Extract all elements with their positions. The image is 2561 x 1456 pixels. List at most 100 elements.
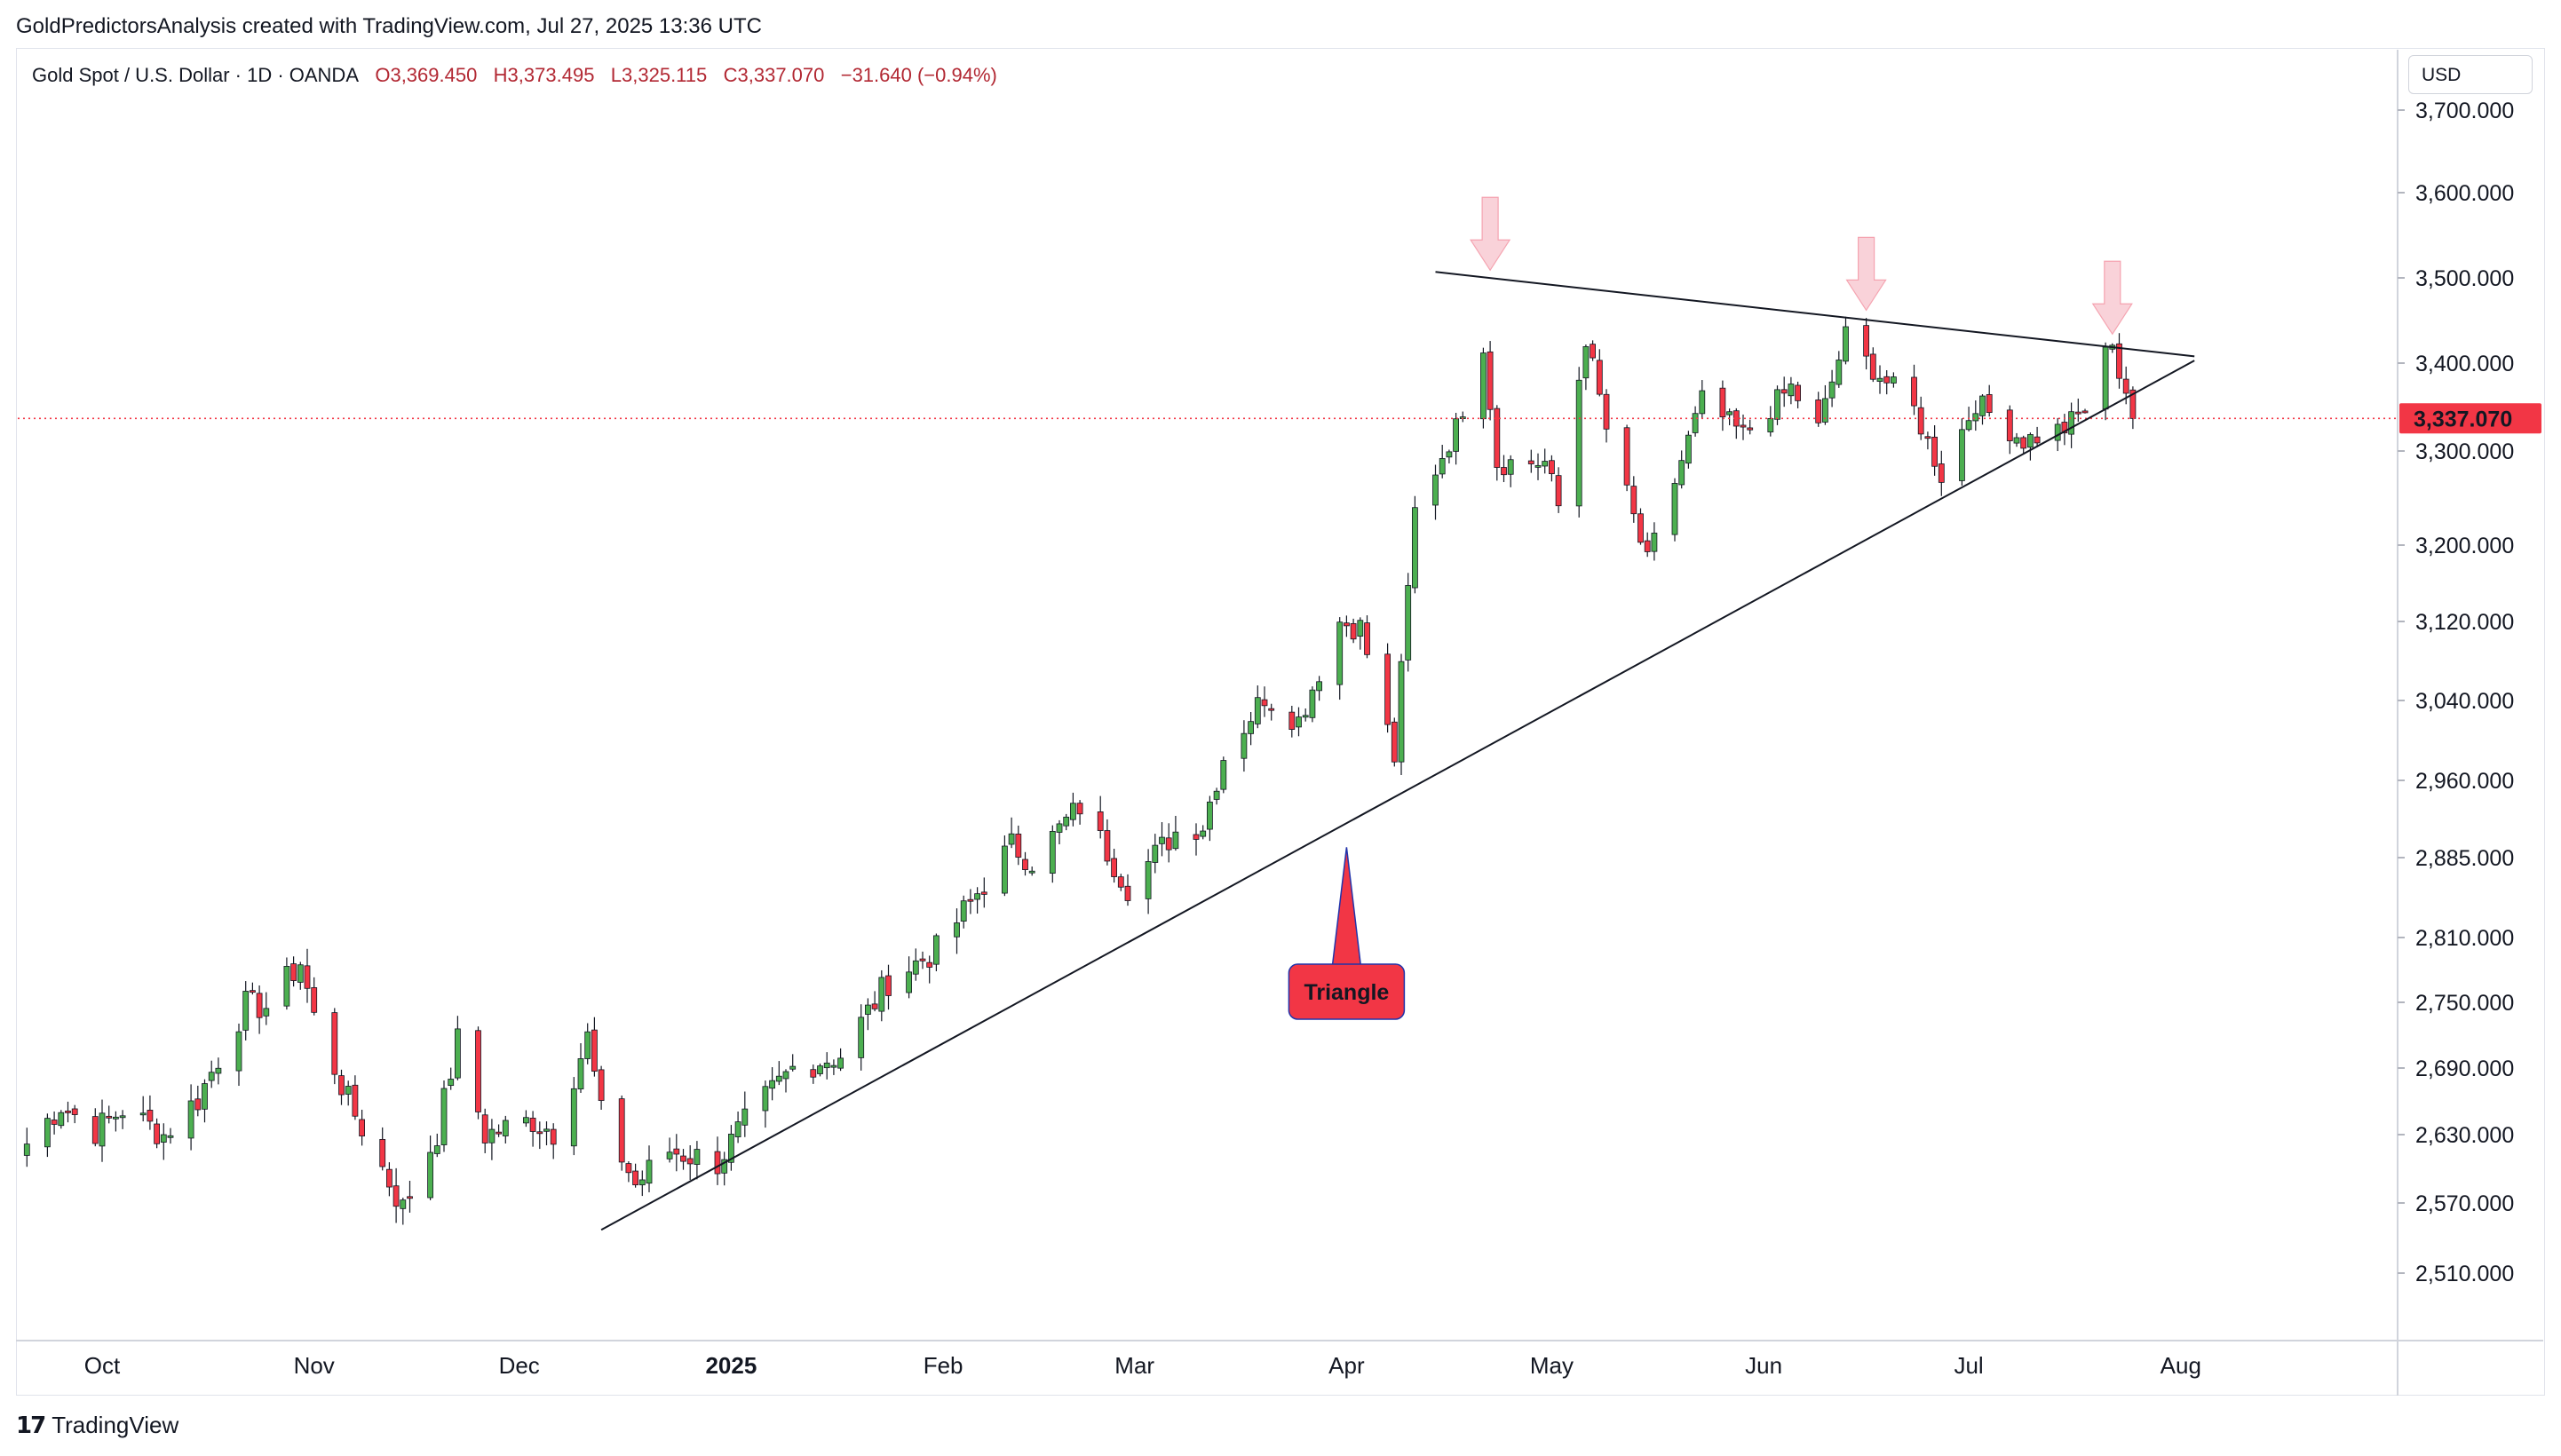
candle-up[interactable] — [1056, 823, 1063, 833]
candle-up[interactable] — [865, 1004, 871, 1015]
candle-down[interactable] — [1022, 859, 1028, 870]
candle-down[interactable] — [2122, 378, 2129, 394]
candle-up[interactable] — [1070, 803, 1076, 820]
candle-up[interactable] — [119, 1115, 126, 1119]
candle-down[interactable] — [529, 1117, 536, 1132]
candle-down[interactable] — [290, 963, 297, 981]
down-arrow-icon[interactable] — [2091, 260, 2133, 336]
annotation-box[interactable] — [1288, 963, 1406, 1020]
candle-up[interactable] — [1200, 830, 1207, 837]
candle-up[interactable] — [297, 964, 304, 983]
candle-down[interactable] — [1596, 360, 1603, 395]
candle-up[interactable] — [1316, 681, 1322, 692]
candle-down[interactable] — [249, 990, 256, 993]
candle-up[interactable] — [448, 1079, 455, 1087]
candle-down[interactable] — [1104, 830, 1111, 862]
down-arrow-icon[interactable] — [1845, 236, 1887, 312]
candle-down[interactable] — [331, 1012, 338, 1075]
candle-up[interactable] — [1507, 459, 1514, 475]
candle-down[interactable] — [1261, 699, 1268, 707]
candle-up[interactable] — [58, 1112, 65, 1127]
trendline-resistance[interactable] — [1435, 271, 2195, 358]
candle-up[interactable] — [1398, 661, 1405, 763]
candle-down[interactable] — [1637, 513, 1644, 543]
candle-up[interactable] — [954, 922, 960, 938]
candle-up[interactable] — [1958, 429, 1965, 481]
candle-down[interactable] — [2034, 436, 2041, 444]
candle-down[interactable] — [686, 1158, 694, 1165]
candle-up[interactable] — [1002, 845, 1008, 894]
candle-up[interactable] — [167, 1135, 174, 1138]
candle-down[interactable] — [1097, 811, 1104, 831]
candle-up[interactable] — [837, 1057, 844, 1069]
candle-down[interactable] — [1630, 486, 1637, 515]
candle-down[interactable] — [680, 1155, 686, 1162]
candle-up[interactable] — [1979, 395, 1986, 416]
candle-down[interactable] — [1527, 460, 1534, 464]
candle-down[interactable] — [2020, 437, 2027, 449]
candle-down[interactable] — [352, 1084, 359, 1117]
candle-down[interactable] — [338, 1075, 345, 1096]
candle-up[interactable] — [1534, 464, 1542, 468]
candle-down[interactable] — [1911, 376, 1917, 407]
candle-up[interactable] — [1671, 483, 1678, 535]
candle-up[interactable] — [202, 1083, 208, 1110]
candle-up[interactable] — [638, 1179, 646, 1186]
candle-up[interactable] — [208, 1072, 215, 1081]
candle-down[interactable] — [1863, 325, 1870, 357]
candle-down[interactable] — [1623, 427, 1630, 486]
candle-up[interactable] — [523, 1117, 529, 1124]
candle-down[interactable] — [154, 1123, 161, 1144]
price-chart[interactable]: 3,700.000 3,600.000 3,500.000 3,400.000 3,30… — [0, 0, 2561, 1403]
candle-down[interactable] — [550, 1128, 557, 1145]
candle-up[interactable] — [960, 900, 967, 922]
candle-up[interactable] — [1821, 398, 1828, 423]
candle-down[interactable] — [1288, 711, 1296, 730]
candle-up[interactable] — [44, 1118, 51, 1148]
candle-up[interactable] — [242, 991, 250, 1031]
candle-down[interactable] — [106, 1115, 113, 1119]
candle-up[interactable] — [1152, 844, 1159, 863]
candle-down[interactable] — [311, 987, 318, 1013]
candle-up[interactable] — [1542, 461, 1549, 467]
candle-down[interactable] — [147, 1110, 154, 1122]
candle-down[interactable] — [359, 1119, 366, 1136]
candle-up[interactable] — [235, 1031, 242, 1072]
candle-down[interactable] — [871, 1003, 878, 1009]
trendline-support[interactable] — [600, 360, 2195, 1231]
candle-down[interactable] — [1555, 475, 1562, 507]
candle-up[interactable] — [345, 1086, 352, 1095]
candle-up[interactable] — [1357, 620, 1364, 637]
candle-up[interactable] — [2054, 423, 2061, 441]
candle-down[interactable] — [673, 1148, 680, 1155]
candle-down[interactable] — [1815, 400, 1822, 423]
candle-up[interactable] — [1248, 721, 1254, 734]
candle-up[interactable] — [1876, 377, 1883, 382]
candle-up[interactable] — [775, 1075, 782, 1082]
candle-up[interactable] — [23, 1143, 30, 1156]
candle-down[interactable] — [304, 965, 311, 989]
candle-down[interactable] — [91, 1116, 99, 1144]
candle-up[interactable] — [2102, 346, 2109, 410]
candle-down[interactable] — [1344, 622, 1350, 627]
candle-down[interactable] — [1124, 885, 1131, 901]
symbol-legend[interactable]: Gold Spot / U.S. Dollar · 1D · OANDA O3,… — [32, 64, 997, 87]
candle-down[interactable] — [256, 993, 263, 1018]
symbol-name[interactable]: Gold Spot / U.S. Dollar · 1D · OANDA — [32, 64, 359, 86]
candle-up[interactable] — [440, 1088, 448, 1145]
candle-up[interactable] — [1699, 390, 1706, 415]
candle-up[interactable] — [1145, 861, 1152, 899]
candle-up[interactable] — [666, 1151, 673, 1159]
candle-up[interactable] — [1213, 790, 1220, 800]
candle-up[interactable] — [1049, 831, 1056, 874]
candle-down[interactable] — [1117, 876, 1124, 888]
candle-down[interactable] — [1590, 344, 1596, 359]
candle-up[interactable] — [782, 1071, 789, 1080]
candle-down[interactable] — [2129, 389, 2137, 419]
candle-down[interactable] — [591, 1029, 598, 1072]
candle-up[interactable] — [1828, 381, 1836, 399]
candle-up[interactable] — [1774, 389, 1780, 420]
candle-down[interactable] — [51, 1120, 58, 1125]
candle-down[interactable] — [598, 1069, 605, 1101]
candle-down[interactable] — [2116, 343, 2122, 379]
